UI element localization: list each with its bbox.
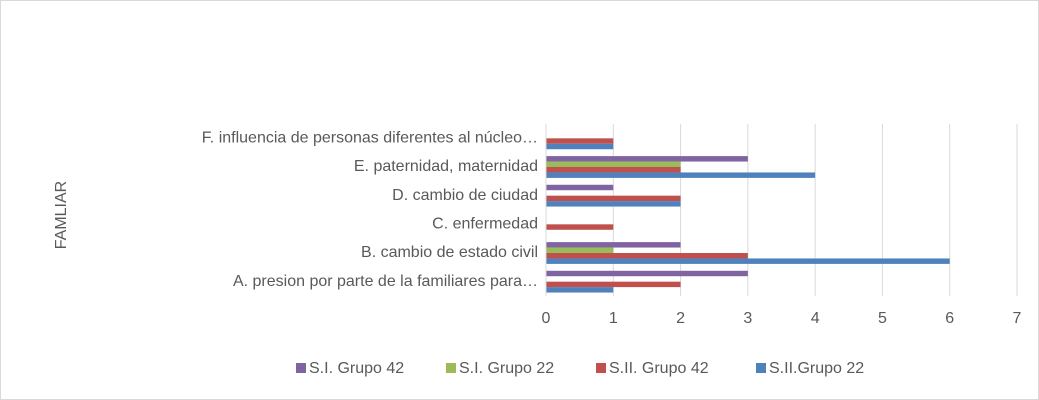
legend-label: S.II. Grupo 42: [609, 360, 709, 377]
x-tick-label: 7: [1013, 310, 1022, 327]
bar: [546, 224, 614, 230]
bar: [546, 184, 614, 191]
y-tick-label: E. paternidad, maternidad: [354, 158, 538, 175]
bar: [546, 143, 614, 150]
bar: [546, 287, 614, 293]
bar: [546, 172, 816, 178]
x-tick-label: 6: [945, 310, 954, 327]
bar: [546, 270, 748, 277]
bar: [546, 201, 681, 207]
bar: [546, 167, 681, 173]
legend-label: S.I. Grupo 22: [459, 360, 554, 377]
bar: [546, 161, 681, 167]
bar: [546, 253, 748, 259]
y-tick-label: F. influencia de personas diferentes al …: [202, 130, 538, 147]
legend-swatch: [446, 363, 456, 373]
y-tick-label: D. cambio de ciudad: [392, 187, 538, 204]
bar: [546, 258, 950, 264]
bar: [546, 281, 681, 288]
legend-swatch: [296, 363, 306, 373]
x-tick-label: 4: [811, 310, 820, 327]
legend-swatch: [596, 363, 606, 373]
bar: [546, 138, 614, 144]
y-axis-label: FAMLIAR: [53, 181, 70, 249]
x-tick-label: 2: [676, 310, 685, 327]
y-tick-label: A. presion por parte de la familiares pa…: [233, 273, 538, 290]
x-tick-label: 1: [609, 310, 618, 327]
legend-label: S.II.Grupo 22: [769, 360, 864, 377]
y-tick-label: C. enfermedad: [432, 216, 538, 233]
x-tick-label: 3: [743, 310, 752, 327]
x-tick-label: 5: [878, 310, 887, 327]
bar: [546, 156, 748, 162]
legend-swatch: [756, 363, 766, 373]
bar: [546, 195, 681, 202]
bar: [546, 242, 681, 248]
y-tick-label: B. cambio de estado civil: [361, 244, 538, 261]
legend-label: S.I. Grupo 42: [309, 360, 404, 377]
bar: [546, 247, 614, 253]
x-tick-label: 0: [542, 310, 551, 327]
